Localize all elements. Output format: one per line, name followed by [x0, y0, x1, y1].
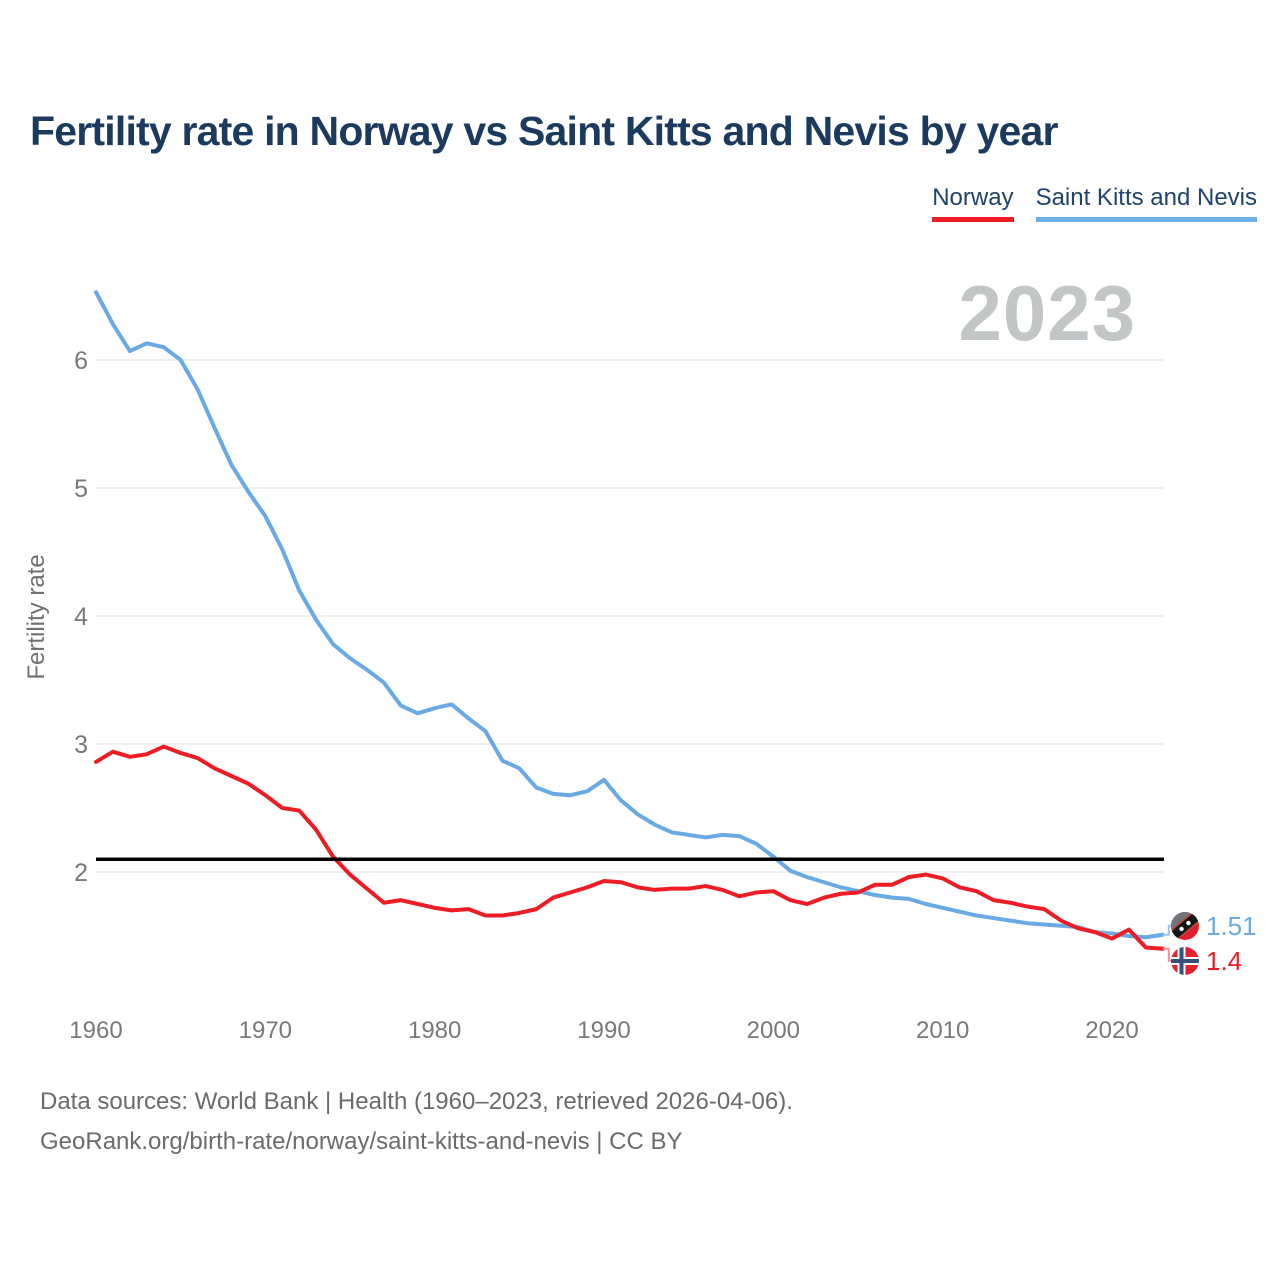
- legend: Norway Saint Kitts and Nevis: [932, 184, 1257, 222]
- norway-line[interactable]: [94, 744, 1165, 951]
- skn-end-value-label: 1.51: [1206, 911, 1257, 941]
- y-axis-label: Fertility rate: [23, 554, 50, 679]
- x-tick-label: 1970: [239, 1017, 292, 1044]
- footer-attribution-line: GeoRank.org/birth-rate/norway/saint-kitt…: [40, 1128, 683, 1155]
- y-tick-label: 4: [74, 603, 88, 631]
- saint-kitts-and-nevis-line[interactable]: [94, 290, 1165, 940]
- legend-label-norway: Norway: [932, 184, 1014, 211]
- legend-item-saint-kitts-and-nevis[interactable]: Saint Kitts and Nevis: [1035, 184, 1257, 222]
- y-tick-label: 2: [74, 859, 88, 887]
- x-tick-label: 2010: [916, 1017, 969, 1044]
- x-tick-label: 2000: [747, 1017, 800, 1044]
- legend-label-saint-kitts-and-nevis: Saint Kitts and Nevis: [1035, 184, 1257, 211]
- footer-sources-line: Data sources: World Bank | Health (1960–…: [40, 1088, 793, 1115]
- y-tick-label: 3: [74, 731, 88, 759]
- legend-item-norway[interactable]: Norway: [932, 184, 1014, 222]
- footer: Data sources: World Bank | Health (1960–…: [40, 1082, 793, 1162]
- norway-end-value-label: 1.4: [1206, 946, 1242, 976]
- year-watermark: 2023: [958, 269, 1136, 357]
- x-tick-label: 1980: [408, 1017, 461, 1044]
- y-tick-label: 6: [74, 347, 88, 375]
- x-tick-label: 2020: [1085, 1017, 1138, 1044]
- y-tick-label: 5: [74, 475, 88, 503]
- norway-flag-icon: [1171, 947, 1199, 975]
- page-title: Fertility rate in Norway vs Saint Kitts …: [30, 108, 1058, 154]
- x-tick-label: 1990: [577, 1017, 630, 1044]
- x-tick-label: 1960: [69, 1017, 122, 1044]
